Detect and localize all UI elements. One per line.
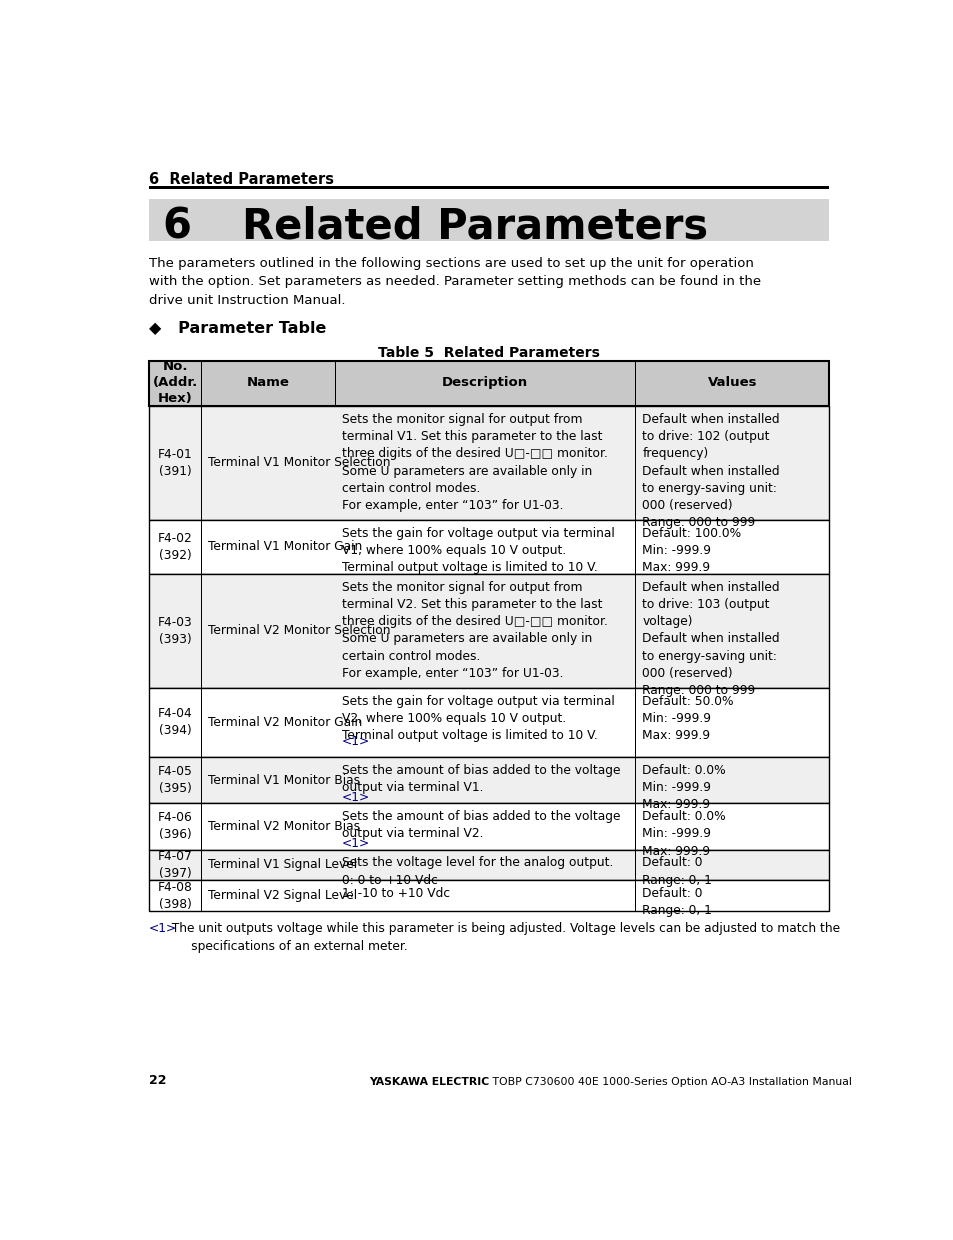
Text: <1>: <1> xyxy=(149,921,176,935)
Text: Default when installed
to drive: 102 (output
frequency)
Default when installed
t: Default when installed to drive: 102 (ou… xyxy=(641,413,780,529)
Text: Values: Values xyxy=(707,376,757,388)
Text: The parameters outlined in the following sections are used to set up the unit fo: The parameters outlined in the following… xyxy=(149,257,760,306)
Text: Default: 0
Range: 0, 1: Default: 0 Range: 0, 1 xyxy=(641,888,712,918)
Bar xyxy=(149,574,828,688)
Text: Name: Name xyxy=(247,376,289,388)
Text: Terminal V1 Monitor Gain: Terminal V1 Monitor Gain xyxy=(208,541,362,553)
Bar xyxy=(149,849,828,880)
Text: Sets the monitor signal for output from
terminal V2. Set this parameter to the l: Sets the monitor signal for output from … xyxy=(341,580,607,680)
Text: F4-08
(398): F4-08 (398) xyxy=(157,880,193,910)
Text: Terminal V2 Monitor Bias: Terminal V2 Monitor Bias xyxy=(208,820,360,833)
Text: Terminal V2 Monitor Gain: Terminal V2 Monitor Gain xyxy=(208,715,362,729)
Text: Description: Description xyxy=(441,376,528,388)
Text: F4-04
(394): F4-04 (394) xyxy=(157,708,193,738)
Text: 6: 6 xyxy=(162,205,192,247)
Text: F4-03
(393): F4-03 (393) xyxy=(157,616,193,646)
Text: F4-05
(395): F4-05 (395) xyxy=(157,765,193,795)
Text: Terminal V1 Signal Level: Terminal V1 Signal Level xyxy=(208,858,357,872)
Text: F4-01
(391): F4-01 (391) xyxy=(157,448,193,477)
Text: Default: 0.0%
Min: -999.9
Max: 999.9: Default: 0.0% Min: -999.9 Max: 999.9 xyxy=(641,764,725,811)
Text: 22: 22 xyxy=(149,1074,166,1086)
Text: F4-02
(392): F4-02 (392) xyxy=(157,532,193,562)
Text: Default when installed
to drive: 103 (output
voltage)
Default when installed
to : Default when installed to drive: 103 (ou… xyxy=(641,580,780,697)
Text: Sets the amount of bias added to the voltage
output via terminal V2.: Sets the amount of bias added to the vol… xyxy=(341,810,619,841)
Text: <1>: <1> xyxy=(341,837,370,849)
Text: Terminal V1 Monitor Selection: Terminal V1 Monitor Selection xyxy=(208,456,391,470)
Text: Default: 50.0%
Min: -999.9
Max: 999.9: Default: 50.0% Min: -999.9 Max: 999.9 xyxy=(641,694,733,742)
Bar xyxy=(149,520,828,574)
Text: Table 5  Related Parameters: Table 5 Related Parameters xyxy=(377,346,599,360)
Text: 6  Related Parameters: 6 Related Parameters xyxy=(149,172,334,187)
Text: ◆   Parameter Table: ◆ Parameter Table xyxy=(149,320,326,335)
Text: Sets the monitor signal for output from
terminal V1. Set this parameter to the l: Sets the monitor signal for output from … xyxy=(341,413,607,512)
Text: No.
(Addr.
Hex): No. (Addr. Hex) xyxy=(152,360,197,404)
Text: Terminal V2 Monitor Selection: Terminal V2 Monitor Selection xyxy=(208,624,391,637)
Text: F4-06
(396): F4-06 (396) xyxy=(157,811,193,842)
Text: Default: 0
Range: 0, 1: Default: 0 Range: 0, 1 xyxy=(641,857,712,887)
Bar xyxy=(149,405,828,520)
Bar xyxy=(149,361,828,405)
Bar xyxy=(149,198,828,242)
Text: Terminal V1 Monitor Bias: Terminal V1 Monitor Bias xyxy=(208,774,360,786)
Bar xyxy=(149,688,828,758)
Text: Default: 100.0%
Min: -999.9
Max: 999.9: Default: 100.0% Min: -999.9 Max: 999.9 xyxy=(641,527,740,574)
Text: Sets the gain for voltage output via terminal
V2, where 100% equals 10 V output.: Sets the gain for voltage output via ter… xyxy=(341,694,614,742)
Text: <1>: <1> xyxy=(341,735,370,748)
Text: TOBP C730600 40E 1000-Series Option AO-A3 Installation Manual: TOBP C730600 40E 1000-Series Option AO-A… xyxy=(488,1076,851,1086)
Text: YASKAWA ELECTRIC: YASKAWA ELECTRIC xyxy=(368,1076,488,1086)
Text: F4-07
(397): F4-07 (397) xyxy=(157,849,193,880)
Text: Terminal V2 Signal Level: Terminal V2 Signal Level xyxy=(208,889,357,903)
Text: Related Parameters: Related Parameters xyxy=(241,205,707,247)
Bar xyxy=(149,804,828,849)
Text: The unit outputs voltage while this parameter is being adjusted. Voltage levels : The unit outputs voltage while this para… xyxy=(164,921,840,952)
Text: <1>: <1> xyxy=(341,791,370,804)
Text: Sets the voltage level for the analog output.
0: 0 to +10 Vdc: Sets the voltage level for the analog ou… xyxy=(341,857,613,887)
Bar xyxy=(149,186,828,188)
Text: 1: -10 to +10 Vdc: 1: -10 to +10 Vdc xyxy=(341,888,449,900)
Text: Sets the gain for voltage output via terminal
V1, where 100% equals 10 V output.: Sets the gain for voltage output via ter… xyxy=(341,527,614,574)
Text: Default: 0.0%
Min: -999.9
Max: 999.9: Default: 0.0% Min: -999.9 Max: 999.9 xyxy=(641,810,725,858)
Bar xyxy=(149,880,828,911)
Bar xyxy=(149,758,828,804)
Text: Sets the amount of bias added to the voltage
output via terminal V1.: Sets the amount of bias added to the vol… xyxy=(341,764,619,795)
